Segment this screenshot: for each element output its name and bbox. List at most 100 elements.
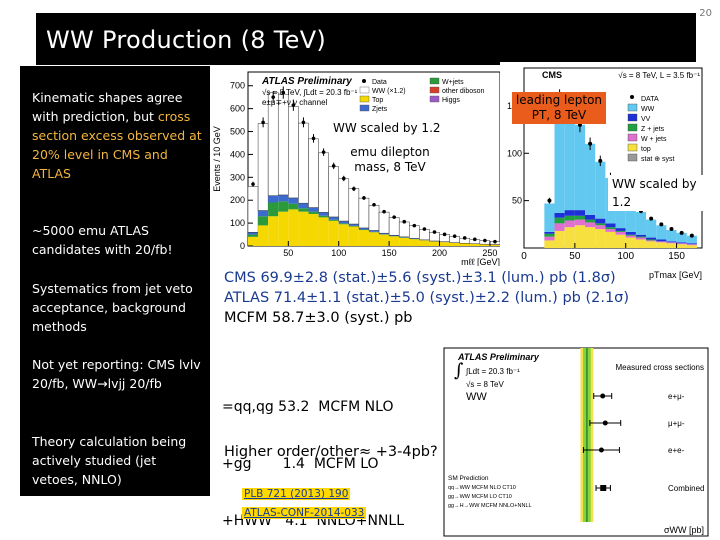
atlas-bar-top bbox=[459, 243, 470, 246]
atlas-data-point bbox=[321, 150, 326, 154]
atlas-bar-top bbox=[449, 242, 460, 246]
atlas-bar-ww- bbox=[368, 204, 380, 231]
cms-legend-swatch bbox=[630, 95, 634, 99]
atlas-bar-w-jets bbox=[379, 233, 390, 235]
atlas-bar-zjets bbox=[288, 203, 299, 210]
atlas-y-label: Events / 10 GeV bbox=[212, 126, 222, 192]
atlas-bar-zjets bbox=[298, 208, 309, 212]
page-number: 20 bbox=[699, 8, 712, 19]
atlas-legend-label: Zjets bbox=[372, 106, 388, 113]
atlas-bar-ww- bbox=[358, 197, 370, 229]
xsec-integral-sign: ∫ bbox=[454, 360, 464, 381]
cms-bar-top bbox=[595, 229, 606, 248]
atlas-bar-zjets bbox=[348, 225, 359, 227]
atlas-bar-w-jets bbox=[258, 210, 269, 217]
atlas-bar-w-jets bbox=[409, 238, 420, 239]
atlas-data-point bbox=[311, 136, 316, 141]
atlas-bar-ww- bbox=[398, 221, 410, 238]
atlas-bar-top bbox=[368, 232, 380, 246]
atlas-bar-zjets bbox=[278, 201, 289, 212]
atlas-data-point bbox=[442, 232, 447, 237]
cms-bar-w-jets bbox=[646, 240, 657, 242]
bullet-candidates: • ~5000 emu ATLAS candidates with 20/fb! bbox=[8, 221, 202, 259]
atlas-data-point bbox=[462, 236, 467, 240]
cms-data-point bbox=[588, 141, 593, 146]
cms-legend-swatch bbox=[627, 133, 638, 142]
atlas-data-point bbox=[432, 230, 437, 234]
reference-plb-link[interactable]: PLB 721 (2013) 190 bbox=[242, 488, 351, 500]
atlas-bar-top bbox=[479, 244, 490, 246]
cms-y-tick-label: 100 bbox=[507, 148, 522, 158]
atlas-x-tick-label: 50 bbox=[283, 248, 293, 258]
cms-bar-z-jets bbox=[564, 215, 575, 221]
atlas-bar-top bbox=[439, 242, 450, 246]
atlas-legend-label: W+jets bbox=[442, 79, 464, 86]
cms-data-point bbox=[659, 222, 664, 227]
atlas-data-point bbox=[352, 186, 356, 191]
cms-bar-w-jets bbox=[605, 229, 616, 232]
atlas-bar-top bbox=[469, 243, 480, 246]
results-block: CMS 69.9±2.8 (stat.)±5.6 (syst.)±3.1 (lu… bbox=[224, 268, 629, 328]
cms-data-point bbox=[669, 227, 674, 232]
atlas-y-tick-label: 0 bbox=[240, 241, 245, 251]
cms-legend-swatch bbox=[627, 143, 638, 152]
atlas-bar-ww- bbox=[257, 123, 269, 211]
cms-legend-swatch bbox=[627, 103, 638, 112]
atlas-xsec-svg: ATLAS Preliminary∫ ∫Ldt = 20.3 fb⁻¹ √s = 8… bbox=[443, 347, 709, 537]
atlas-bar-top bbox=[379, 234, 390, 246]
bullet-dot: • bbox=[8, 357, 16, 372]
atlas-y-tick-label: 400 bbox=[230, 149, 245, 159]
atlas-data-point bbox=[362, 196, 366, 200]
atlas-legend-swatch bbox=[429, 95, 440, 103]
atlas-legend-label: Top bbox=[372, 97, 383, 104]
atlas-data-point bbox=[372, 202, 376, 207]
cms-legend-swatch bbox=[627, 153, 638, 162]
atlas-x-label: mℓℓ [GeV] bbox=[461, 257, 500, 266]
atlas-bar-zjets bbox=[268, 202, 279, 217]
atlas-bar-ww- bbox=[328, 166, 339, 218]
mcfm-result: MCFM 58.7±3.0 (syst.) pb bbox=[224, 310, 413, 326]
cms-chart-header: √s = 8 TeV, L = 3.5 fb⁻¹ bbox=[618, 71, 700, 80]
cms-bar-vv bbox=[686, 243, 697, 245]
cms-bar-z-jets bbox=[625, 234, 636, 236]
atlas-bar-top bbox=[308, 213, 319, 246]
atlas-bar-top bbox=[489, 244, 500, 246]
xsec-prediction-label: gg→H→WW MCFM NNLO+NNLL bbox=[448, 503, 532, 509]
atlas-legend-swatch bbox=[359, 86, 370, 94]
cms-bar-z-jets bbox=[595, 223, 606, 226]
cms-bar-vv bbox=[615, 228, 626, 231]
cms-bar-ww bbox=[676, 232, 687, 243]
cms-bar-w-jets bbox=[666, 242, 677, 244]
cms-x-tick-label: 0 bbox=[521, 251, 527, 262]
cms-bar-vv bbox=[625, 231, 636, 235]
atlas-bar-w-jets bbox=[389, 235, 400, 237]
bullet-highlight: cross section excess observed at 20% lev… bbox=[32, 109, 202, 181]
bullet-text: Systematics from jet veto acceptance, ba… bbox=[32, 281, 193, 334]
reference-conf-link[interactable]: ATLAS-CONF-2014-033 bbox=[242, 507, 367, 519]
atlas-bar-ww- bbox=[277, 93, 289, 196]
cms-x-tick-label: 100 bbox=[617, 251, 634, 262]
atlas-bar-ww- bbox=[308, 138, 319, 208]
xsec-frame bbox=[443, 347, 709, 537]
cms-bar-top bbox=[635, 239, 647, 248]
xsec-chart-title: ATLAS Preliminary bbox=[457, 352, 540, 362]
xsec-prediction-label: qq→WW MCFM NLO CT10 bbox=[448, 485, 516, 491]
atlas-bar-w-jets bbox=[308, 207, 319, 212]
atlas-data-point bbox=[422, 227, 427, 231]
bullet-text: Theory calculation being actively studie… bbox=[32, 434, 187, 487]
atlas-bar-w-jets bbox=[318, 212, 329, 216]
cms-bar-top bbox=[625, 237, 636, 248]
cms-legend-label: stat ⊕ syst bbox=[641, 156, 675, 163]
atlas-chart-header: √s = 8 TeV, ∫Ldt = 20.3 fb⁻¹ bbox=[262, 88, 358, 97]
atlas-data-point bbox=[271, 95, 275, 99]
cms-bar-ww bbox=[646, 219, 657, 238]
atlas-bar-top bbox=[338, 224, 349, 246]
cms-bar-z-jets bbox=[635, 236, 647, 238]
cms-bar-vv bbox=[554, 212, 565, 218]
atlas-result: ATLAS 71.4±1.1 (stat.)±5.0 (syst.)±2.2 (… bbox=[224, 290, 630, 306]
atlas-bar-zjets bbox=[318, 215, 329, 218]
atlas-data-point bbox=[261, 120, 265, 125]
cms-y-tick-label: 50 bbox=[512, 196, 522, 206]
cms-bar-w-jets bbox=[585, 222, 596, 228]
cms-bar-top bbox=[544, 240, 555, 248]
